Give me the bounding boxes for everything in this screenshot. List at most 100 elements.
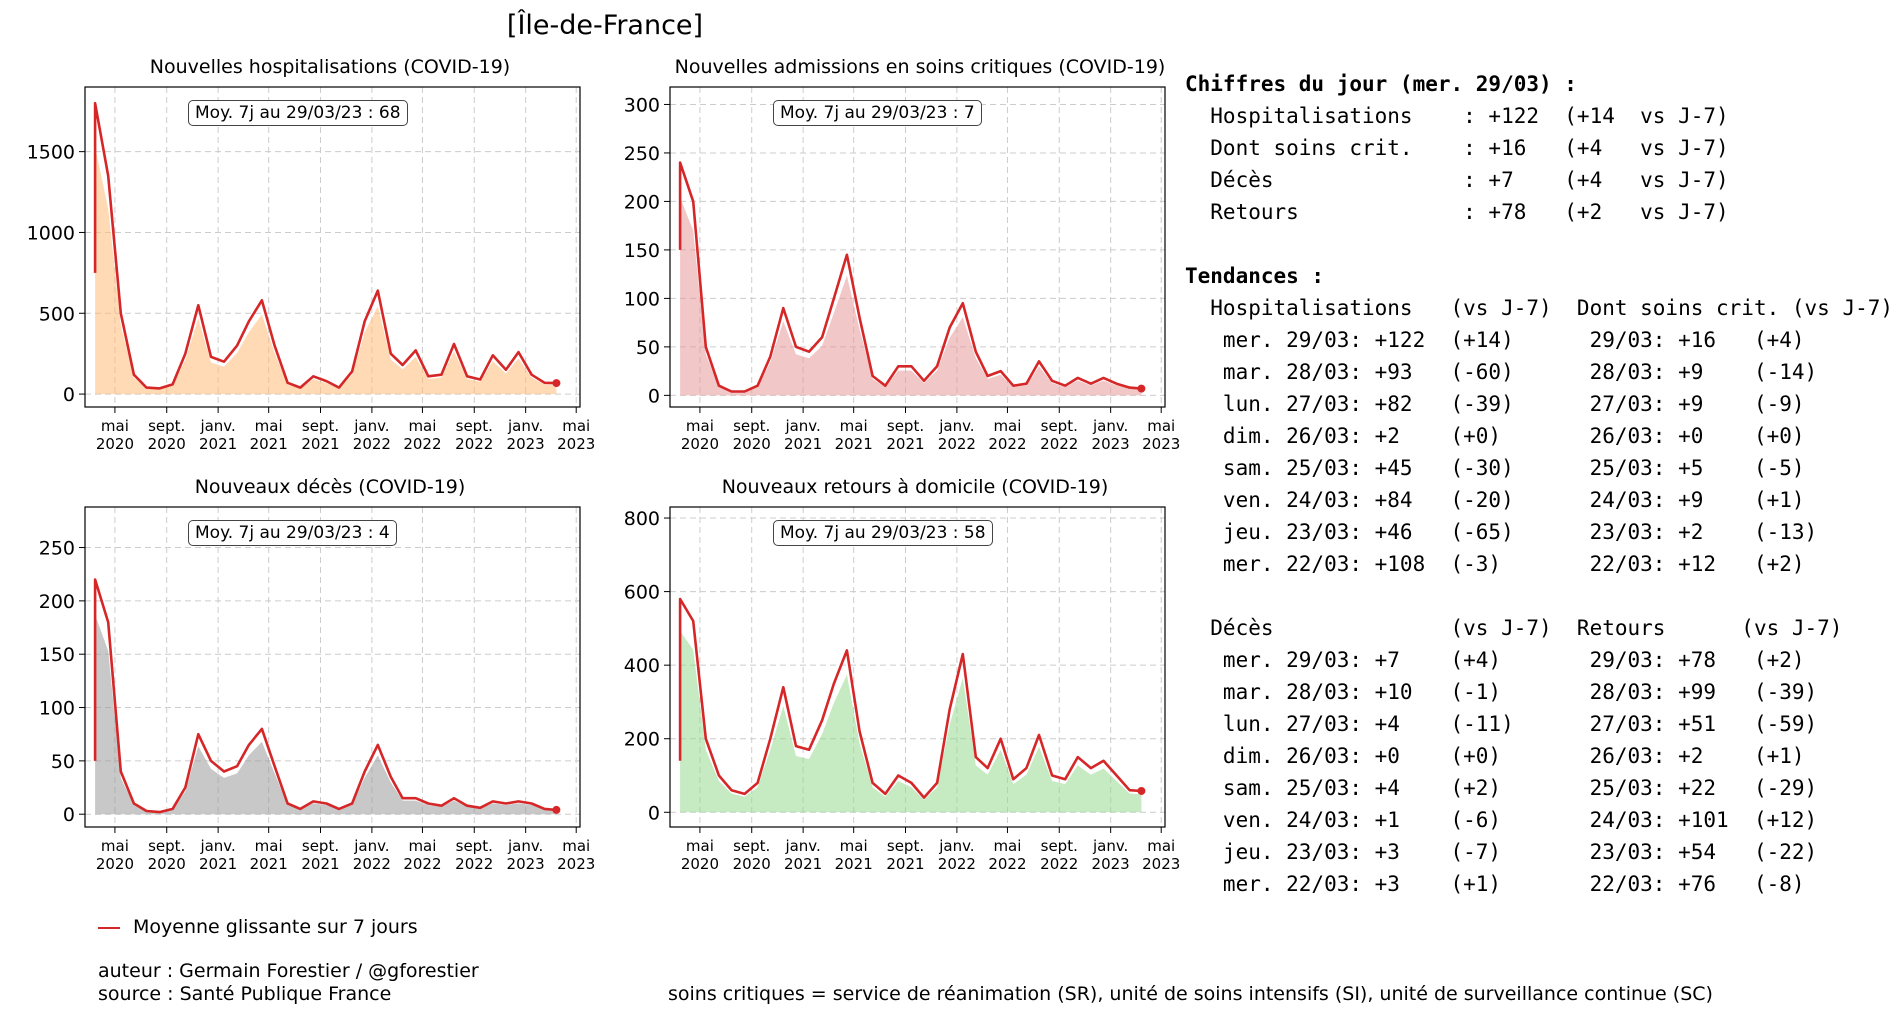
- avg-box-hosp: Moy. 7j au 29/03/23 : 68: [188, 100, 408, 126]
- x-tick-label: 2022: [1040, 435, 1078, 453]
- legend-label: Moyenne glissante sur 7 jours: [133, 916, 418, 938]
- x-tick-label: 2022: [403, 435, 441, 453]
- x-tick-label: 2022: [938, 435, 976, 453]
- stats-line: Décès : +7 (+4 vs J-7): [1185, 168, 1729, 192]
- stats-line: mar. 28/03: +93 (-60) 28/03: +9 (-14): [1185, 360, 1818, 384]
- x-tick-label: janv.: [199, 837, 235, 855]
- x-tick-label: mai: [686, 417, 714, 435]
- x-tick-label: 2021: [250, 435, 288, 453]
- avg-box-crit: Moy. 7j au 29/03/23 : 7: [773, 100, 982, 126]
- stats-line: ven. 24/03: +84 (-20) 24/03: +9 (+1): [1185, 488, 1805, 512]
- x-tick-label: 2023: [1092, 435, 1130, 453]
- y-tick-label: 0: [63, 804, 75, 826]
- x-tick-label: 2021: [886, 435, 924, 453]
- stats-line: [1185, 228, 1893, 260]
- x-tick-label: mai: [840, 417, 868, 435]
- x-tick-label: mai: [408, 837, 436, 855]
- stats-line: Tendances :: [1185, 264, 1325, 288]
- x-tick-label: sept.: [456, 417, 493, 435]
- y-tick-label: 200: [624, 729, 660, 751]
- stats-line: [1185, 580, 1893, 612]
- x-tick-label: 2020: [733, 435, 771, 453]
- daily-area: [680, 631, 1142, 813]
- x-tick-label: 2021: [784, 435, 822, 453]
- stats-line: mer. 29/03: +122 (+14) 29/03: +16 (+4): [1185, 328, 1805, 352]
- x-tick-label: 2022: [988, 435, 1026, 453]
- x-tick-label: sept.: [148, 417, 185, 435]
- chart-title-deces: Nouveaux décès (COVID-19): [194, 476, 466, 498]
- x-tick-label: janv.: [938, 837, 974, 855]
- plot-frame: [669, 506, 1166, 828]
- x-tick-label: sept.: [456, 837, 493, 855]
- y-tick-label: 250: [624, 143, 660, 165]
- chart-title-hosp: Nouvelles hospitalisations (COVID-19): [149, 56, 511, 78]
- x-tick-label: mai: [686, 837, 714, 855]
- plot-frame: [84, 506, 581, 828]
- x-tick-label: mai: [101, 837, 129, 855]
- y-tick-label: 400: [624, 655, 660, 677]
- y-tick-label: 50: [636, 337, 660, 359]
- x-tick-label: 2021: [886, 855, 924, 873]
- daily-area: [95, 614, 557, 815]
- x-tick-label: sept.: [733, 837, 770, 855]
- y-tick-label: 600: [624, 582, 660, 604]
- avg-box-deces: Moy. 7j au 29/03/23 : 4: [188, 520, 397, 546]
- x-tick-label: janv.: [1092, 417, 1128, 435]
- chart-title-retours: Nouveaux retours à domicile (COVID-19): [721, 476, 1109, 498]
- y-tick-label: 0: [648, 385, 660, 407]
- x-tick-label: 2022: [455, 855, 493, 873]
- x-tick-label: 2021: [835, 435, 873, 453]
- stats-line: dim. 26/03: +0 (+0) 26/03: +2 (+1): [1185, 744, 1805, 768]
- source-text: source : Santé Publique France: [98, 983, 392, 1005]
- footnote-text: soins critiques = service de réanimation…: [668, 983, 1713, 1005]
- x-tick-label: janv.: [784, 417, 820, 435]
- stats-line: Dont soins crit. : +16 (+4 vs J-7): [1185, 136, 1729, 160]
- x-tick-label: sept.: [1041, 837, 1078, 855]
- stats-line: dim. 26/03: +2 (+0) 26/03: +0 (+0): [1185, 424, 1805, 448]
- x-tick-label: 2021: [199, 855, 237, 873]
- y-tick-label: 0: [63, 384, 75, 406]
- y-tick-label: 200: [624, 191, 660, 213]
- stats-line: Hospitalisations (vs J-7) Dont soins cri…: [1185, 296, 1894, 320]
- x-tick-label: mai: [101, 417, 129, 435]
- chart-title-crit: Nouvelles admissions en soins critiques …: [674, 56, 1166, 78]
- x-tick-label: 2021: [835, 855, 873, 873]
- x-tick-label: 2020: [681, 435, 719, 453]
- x-tick-label: janv.: [507, 417, 543, 435]
- x-tick-label: janv.: [507, 837, 543, 855]
- x-tick-label: 2022: [988, 855, 1026, 873]
- x-tick-label: 2022: [1040, 855, 1078, 873]
- moving-average-line: [93, 578, 557, 814]
- x-tick-label: sept.: [733, 417, 770, 435]
- x-tick-label: mai: [840, 837, 868, 855]
- x-tick-label: 2023: [557, 435, 595, 453]
- plot-frame: [84, 86, 581, 408]
- x-tick-label: 2023: [1092, 855, 1130, 873]
- moving-average-line: [678, 597, 1142, 799]
- stats-line: mer. 29/03: +7 (+4) 29/03: +78 (+2): [1185, 648, 1805, 672]
- x-tick-label: 2020: [148, 855, 186, 873]
- x-tick-label: 2021: [301, 435, 339, 453]
- x-tick-label: janv.: [1092, 837, 1128, 855]
- y-tick-label: 1000: [27, 222, 75, 244]
- stats-line: Retours : +78 (+2 vs J-7): [1185, 200, 1729, 224]
- x-tick-label: 2020: [96, 435, 134, 453]
- x-tick-label: janv.: [353, 417, 389, 435]
- last-point-marker: [1137, 384, 1146, 393]
- x-tick-label: 2021: [784, 855, 822, 873]
- x-tick-label: mai: [993, 837, 1021, 855]
- stats-panel: Chiffres du jour (mer. 29/03) : Hospital…: [1185, 68, 1893, 900]
- y-tick-label: 300: [624, 94, 660, 116]
- stats-line: jeu. 23/03: +46 (-65) 23/03: +2 (-13): [1185, 520, 1818, 544]
- x-tick-label: 2020: [148, 435, 186, 453]
- x-tick-label: 2020: [96, 855, 134, 873]
- author-text: auteur : Germain Forestier / @gforestier: [98, 960, 479, 982]
- x-tick-label: 2022: [938, 855, 976, 873]
- x-tick-label: sept.: [1041, 417, 1078, 435]
- x-tick-label: 2022: [403, 855, 441, 873]
- x-tick-label: janv.: [938, 417, 974, 435]
- y-tick-label: 250: [39, 538, 75, 560]
- x-tick-label: sept.: [302, 417, 339, 435]
- x-tick-label: janv.: [199, 417, 235, 435]
- x-tick-label: mai: [993, 417, 1021, 435]
